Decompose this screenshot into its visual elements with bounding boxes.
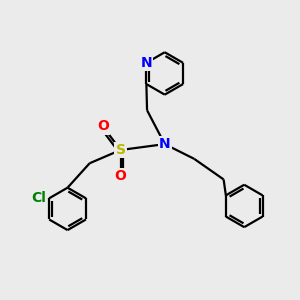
Text: N: N [159, 137, 170, 151]
Text: S: S [116, 143, 126, 157]
Text: Cl: Cl [32, 191, 46, 205]
Text: O: O [97, 119, 109, 134]
Text: O: O [115, 169, 127, 184]
Text: N: N [140, 56, 152, 70]
